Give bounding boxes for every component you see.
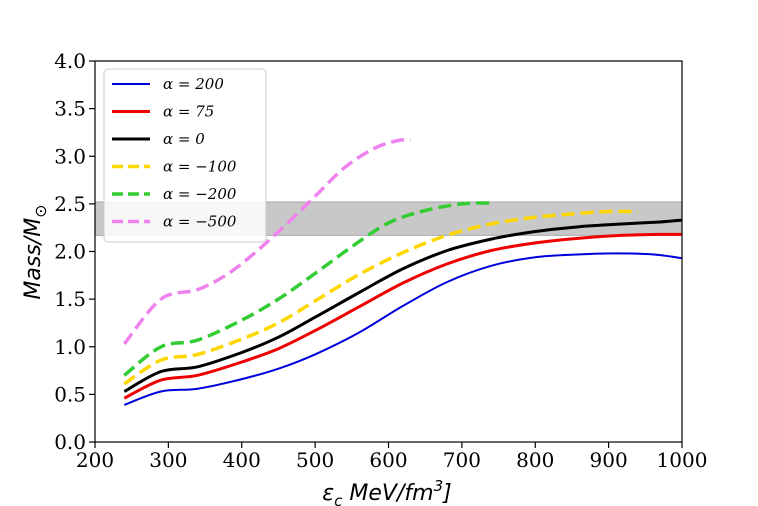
x-tick-label: 900	[590, 448, 628, 472]
legend-label: α = 0	[163, 130, 205, 148]
legend-label: α = −500	[163, 213, 237, 231]
y-tick-label: 1.5	[54, 287, 86, 311]
legend-label: α = 75	[163, 103, 214, 121]
x-tick-label: 500	[296, 448, 334, 472]
y-axis-ticks: 0.0 0.5 1.0 1.5 2.0 2.5 3.0 3.5 4.0	[54, 49, 95, 454]
series-lines	[122, 137, 683, 406]
series-line	[123, 252, 683, 406]
y-tick-label: 2.0	[54, 240, 86, 264]
legend: α = 200 α = 75 α = 0 α = −100 α = −200 α = −5…	[103, 68, 267, 243]
y-tick-label: 0.5	[54, 382, 86, 406]
y-tick-label: 0.0	[54, 430, 86, 454]
y-tick-label: 3.5	[54, 97, 86, 121]
series-line	[123, 218, 683, 393]
x-tick-label: 300	[149, 448, 187, 472]
x-tick-label: 800	[516, 448, 554, 472]
x-tick-label: 400	[223, 448, 261, 472]
series-line	[123, 232, 683, 400]
x-tick-label: 200	[76, 448, 114, 472]
y-tick-label: 2.5	[54, 192, 86, 216]
y-tick-label: 3.0	[54, 144, 86, 168]
y-tick-label: 1.0	[54, 335, 86, 359]
y-tick-label: 4.0	[54, 49, 86, 73]
series-line	[122, 137, 411, 346]
legend-label: α = −100	[163, 158, 237, 176]
x-tick-label: 600	[369, 448, 407, 472]
legend-label: α = 200	[163, 75, 224, 93]
y-axis-label: Mass/M⊙	[21, 204, 50, 299]
legend-label: α = −200	[163, 185, 237, 203]
series-line	[123, 209, 639, 386]
x-axis-ticks: 200 300 400 500 600 700 800 900 1000	[76, 442, 708, 472]
series-line	[123, 201, 492, 377]
x-tick-label: 1000	[657, 448, 708, 472]
x-tick-label: 700	[443, 448, 481, 472]
x-axis-label: εc MeV/fm3]	[322, 477, 451, 506]
